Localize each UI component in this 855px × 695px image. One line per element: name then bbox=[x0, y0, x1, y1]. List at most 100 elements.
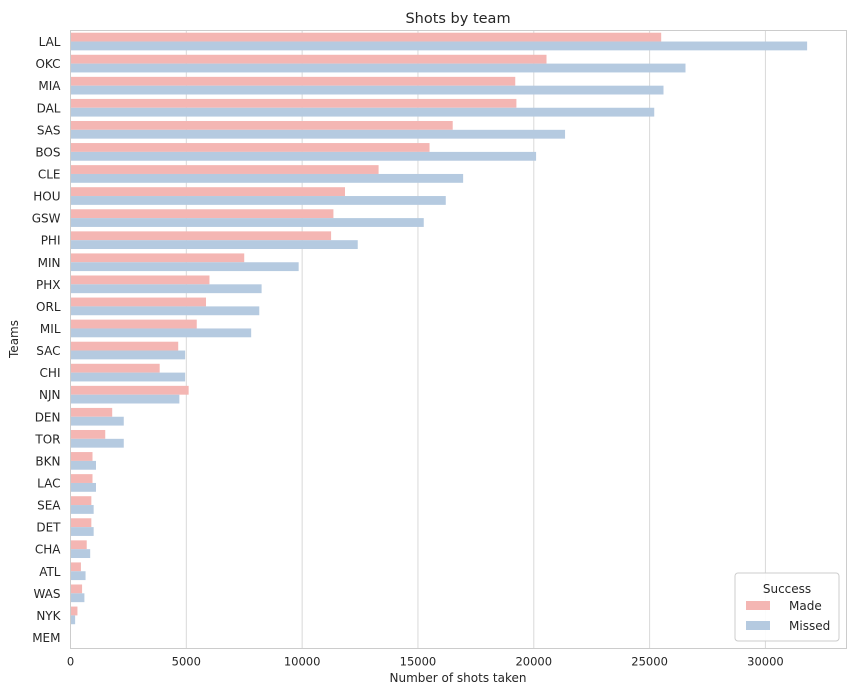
bar-made-cle bbox=[70, 165, 379, 174]
plot-frame bbox=[70, 30, 847, 649]
bar-made-sac bbox=[70, 341, 179, 351]
bar-made-lal bbox=[70, 32, 662, 42]
y-tick-label: DEN bbox=[35, 410, 61, 424]
bar-missed-was bbox=[70, 593, 85, 603]
bar-missed-chi bbox=[70, 372, 186, 382]
y-tick-label: SAS bbox=[37, 123, 61, 137]
bar-made-orl bbox=[70, 297, 207, 307]
legend-label-missed: Missed bbox=[789, 619, 830, 633]
chart-title: Shots by team bbox=[405, 11, 510, 27]
bar-missed-bos bbox=[70, 151, 537, 161]
y-tick-label: MEM bbox=[32, 631, 60, 645]
bar-made-sea bbox=[70, 496, 92, 506]
bar-missed-sac bbox=[70, 350, 186, 360]
x-tick-label: 0 bbox=[67, 655, 74, 669]
y-tick-label: MIA bbox=[38, 79, 61, 93]
y-tick-label: GSW bbox=[32, 212, 61, 226]
bar-made-phi bbox=[70, 231, 332, 241]
bar-missed-gsw bbox=[70, 218, 424, 227]
bar-missed-bkn bbox=[70, 460, 96, 470]
bar-missed-min bbox=[70, 262, 299, 272]
bar-missed-sas bbox=[70, 129, 566, 139]
y-tick-labels: LAL OKC MIA DAL SAS BOS CLE HOU GSW PHI MIN PHX ORL M… bbox=[32, 35, 62, 645]
bar-made-chi bbox=[70, 363, 160, 373]
x-tick-label: 25000 bbox=[631, 655, 668, 669]
y-tick-label: MIL bbox=[40, 322, 61, 336]
bar-made-njn bbox=[70, 385, 189, 395]
legend-swatch-made bbox=[746, 601, 770, 610]
y-tick-label: ATL bbox=[39, 565, 61, 579]
bar-missed-lal bbox=[70, 41, 808, 51]
bar-made-phx bbox=[70, 275, 210, 285]
bar-missed-hou bbox=[70, 196, 446, 205]
y-tick-label: NJN bbox=[39, 388, 61, 402]
bar-missed-nyk bbox=[70, 615, 76, 625]
bar-missed-atl bbox=[70, 571, 86, 581]
bar-made-lac bbox=[70, 474, 93, 483]
y-tick-label: BOS bbox=[35, 145, 60, 159]
bar-made-sas bbox=[70, 120, 453, 130]
y-tick-label: CLE bbox=[38, 167, 61, 181]
bar-missed-cle bbox=[70, 173, 464, 183]
x-tick-label: 20000 bbox=[515, 655, 552, 669]
bar-made-bkn bbox=[70, 452, 93, 461]
bar-missed-cha bbox=[70, 549, 91, 559]
bar-missed-sea bbox=[70, 505, 94, 514]
bar-made-nyk bbox=[70, 606, 78, 616]
x-tick-label: 5000 bbox=[172, 655, 201, 669]
y-tick-label: HOU bbox=[33, 190, 60, 204]
bar-made-okc bbox=[70, 54, 547, 64]
x-tick-label: 10000 bbox=[284, 655, 321, 669]
x-tick-labels: 0 5000 10000 15000 20000 25000 30000 bbox=[67, 655, 784, 669]
bar-missed-den bbox=[70, 416, 124, 426]
legend-title: Success bbox=[763, 582, 811, 596]
bar-made-den bbox=[70, 407, 113, 417]
bar-missed-mil bbox=[70, 328, 252, 338]
bar-made-mil bbox=[70, 319, 197, 329]
bar-made-was bbox=[70, 584, 83, 594]
y-tick-label: DAL bbox=[37, 101, 61, 115]
x-axis-label: Number of shots taken bbox=[390, 671, 527, 685]
y-tick-label: TOR bbox=[34, 432, 60, 446]
bar-missed-orl bbox=[70, 306, 260, 316]
y-tick-label: WAS bbox=[33, 587, 60, 601]
legend: Success Made Missed bbox=[734, 572, 840, 642]
y-tick-label: CHI bbox=[40, 366, 61, 380]
y-axis-label: Teams bbox=[7, 320, 21, 359]
y-tick-label: DET bbox=[36, 521, 61, 535]
bar-made-atl bbox=[70, 562, 81, 572]
bar-missed-njn bbox=[70, 394, 180, 404]
y-tick-label: ORL bbox=[36, 300, 61, 314]
y-tick-label: MIN bbox=[38, 256, 61, 270]
bar-missed-tor bbox=[70, 438, 124, 448]
bar-missed-det bbox=[70, 527, 94, 536]
bars bbox=[70, 32, 808, 625]
bar-missed-phx bbox=[70, 284, 262, 294]
bar-missed-phi bbox=[70, 240, 358, 250]
y-tick-label: CHA bbox=[35, 543, 61, 557]
bar-made-bos bbox=[70, 143, 430, 152]
y-tick-label: NYK bbox=[36, 609, 61, 623]
legend-label-made: Made bbox=[789, 599, 822, 613]
y-tick-label: LAL bbox=[39, 35, 61, 49]
bar-made-mia bbox=[70, 76, 516, 86]
bar-made-gsw bbox=[70, 209, 334, 219]
y-tick-label: BKN bbox=[35, 454, 60, 468]
y-tick-label: LAC bbox=[37, 476, 60, 490]
bar-made-cha bbox=[70, 540, 87, 550]
bar-missed-mia bbox=[70, 85, 664, 95]
legend-swatch-missed bbox=[746, 621, 770, 630]
x-tick-label: 30000 bbox=[747, 655, 784, 669]
bar-missed-lac bbox=[70, 482, 96, 492]
bar-made-det bbox=[70, 518, 92, 528]
bar-made-dal bbox=[70, 98, 517, 108]
bar-made-min bbox=[70, 253, 245, 263]
y-tick-label: OKC bbox=[35, 57, 60, 71]
y-tick-label: PHI bbox=[41, 234, 61, 248]
bar-made-tor bbox=[70, 429, 106, 439]
bar-made-hou bbox=[70, 187, 345, 197]
y-tick-label: SEA bbox=[37, 499, 61, 513]
y-tick-label: SAC bbox=[36, 344, 60, 358]
bar-missed-okc bbox=[70, 63, 686, 73]
